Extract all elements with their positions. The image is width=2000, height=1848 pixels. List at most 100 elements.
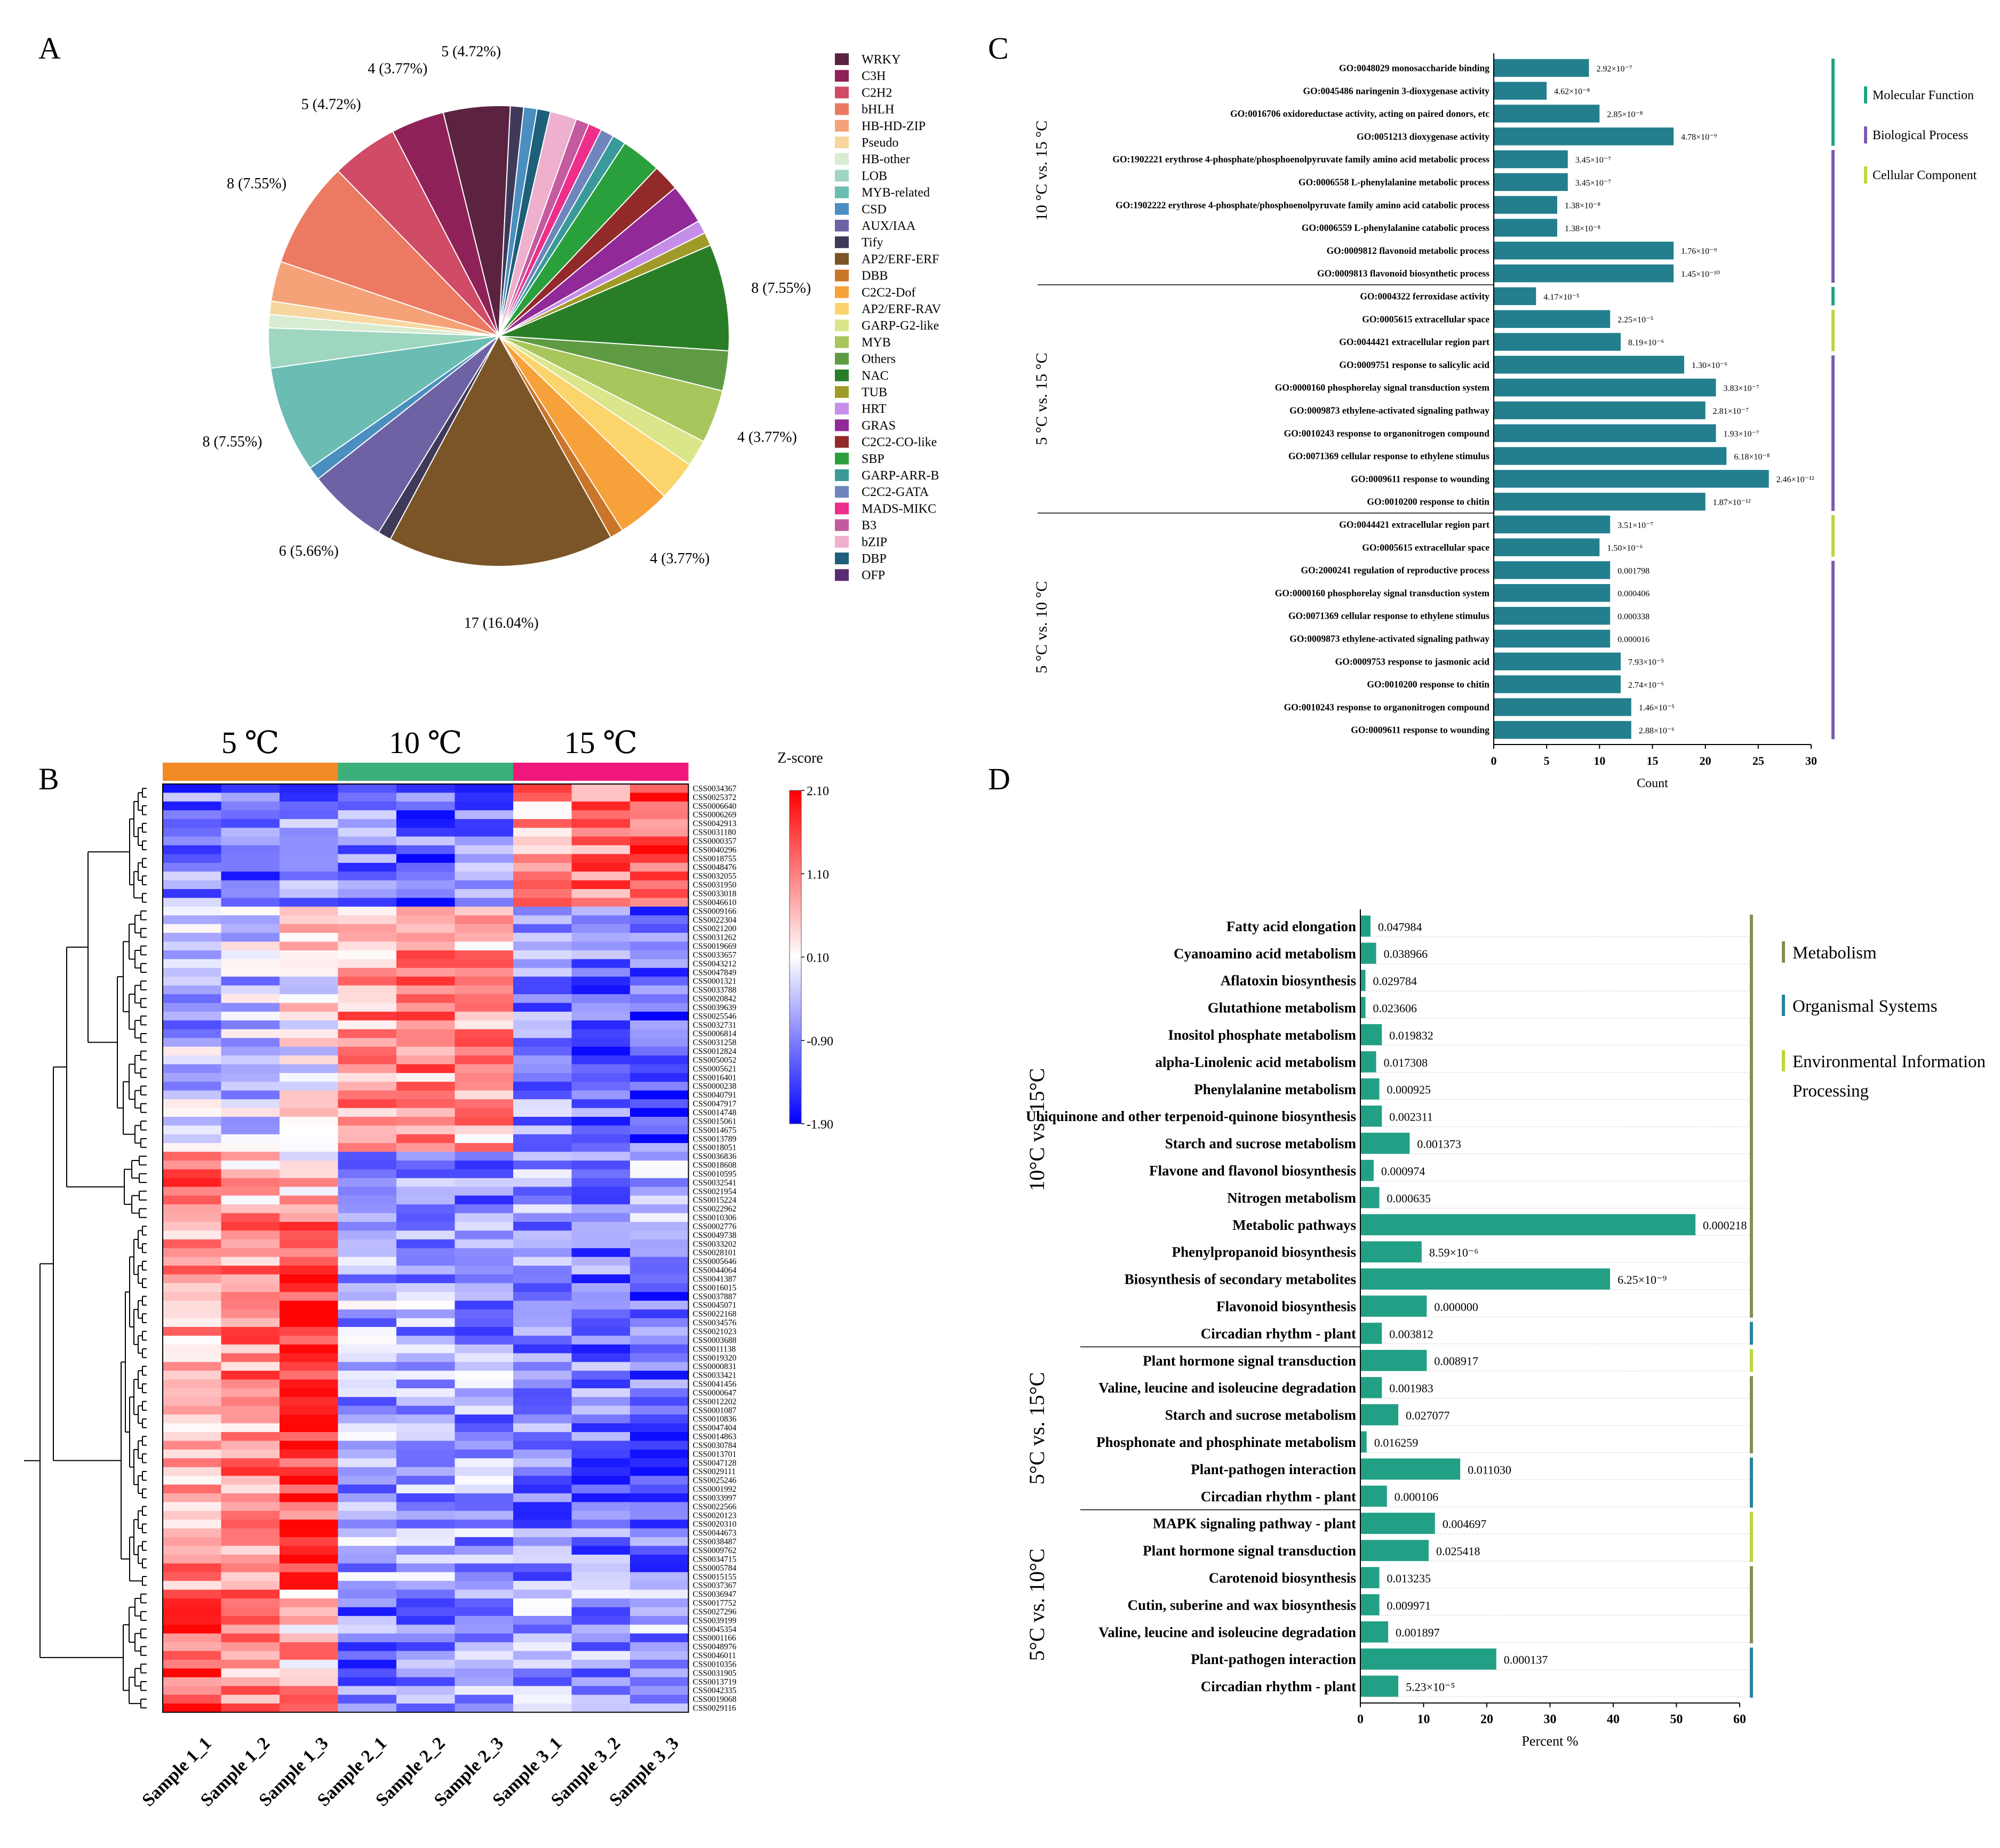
heatmap-cell	[221, 1458, 280, 1468]
bar-p-value: 4.78×10⁻⁹	[1681, 133, 1717, 142]
heatmap-cell	[396, 1668, 456, 1678]
legend-swatch	[835, 403, 849, 415]
heatmap-cell	[338, 915, 397, 925]
bar-p-value: 0.001798	[1617, 566, 1650, 575]
row-label: CSS0009762	[693, 1546, 737, 1555]
bar	[1494, 584, 1611, 602]
heatmap-cell	[338, 1090, 397, 1100]
heatmap-cell	[280, 1607, 339, 1617]
row-label: CSS0018608	[693, 1161, 737, 1170]
heatmap-cell	[338, 1703, 397, 1713]
heatmap-cell	[280, 1038, 339, 1047]
bar-label: GO:0005615 extracellular space	[1362, 542, 1489, 553]
x-tick-label: 5	[1544, 754, 1550, 767]
heatmap-cell	[163, 810, 222, 820]
heatmap-cell	[571, 1151, 631, 1161]
heatmap-cell	[455, 828, 514, 837]
heatmap-cell	[280, 1274, 339, 1284]
heatmap-cell	[571, 1327, 631, 1336]
row-label: CSS0006640	[693, 802, 737, 811]
heatmap-cell	[455, 1344, 514, 1354]
bar	[1360, 1377, 1382, 1398]
bar-label: GO:0000160 phosphorelay signal transduct…	[1275, 588, 1490, 598]
bar	[1360, 1051, 1376, 1073]
group-bar	[163, 763, 338, 781]
bar-p-value: 1.30×10⁻⁶	[1692, 361, 1727, 370]
heatmap-cell	[280, 1318, 339, 1327]
bar-p-value: 0.009971	[1387, 1599, 1431, 1612]
legend-swatch	[835, 119, 849, 132]
bar-p-value: 2.81×10⁻⁷	[1713, 407, 1749, 416]
heatmap-cell	[571, 828, 631, 837]
legend-swatch	[835, 70, 849, 82]
heatmap-cell	[163, 1449, 222, 1459]
heatmap-cell	[571, 1292, 631, 1301]
heatmap-cell	[163, 1020, 222, 1030]
heatmap-cell	[630, 1371, 689, 1380]
heatmap-cell	[280, 1187, 339, 1196]
row-label: CSS0010306	[693, 1213, 737, 1222]
bar-p-value: 3.51×10⁻⁷	[1617, 521, 1653, 530]
bar	[1494, 652, 1621, 670]
legend-label: Tify	[862, 236, 883, 250]
bar-label: GO:0009812 flavonoid metabolic process	[1327, 245, 1490, 256]
heatmap-cell	[396, 1108, 456, 1117]
pie-label: 4 (3.77%)	[368, 61, 427, 77]
heatmap-cell	[630, 933, 689, 942]
row-label: CSS0031258	[693, 1038, 737, 1047]
heatmap-cell	[630, 1099, 689, 1109]
legend-swatch	[835, 386, 849, 398]
heatmap-cell	[455, 784, 514, 793]
bar-label: GO:0009813 flavonoid biosynthetic proces…	[1317, 268, 1489, 279]
heatmap-cell	[630, 1230, 689, 1240]
legend-label: CSD	[862, 203, 887, 217]
heatmap-cell	[513, 1266, 572, 1275]
heatmap-cell	[455, 1502, 514, 1511]
heatmap-cell	[338, 1651, 397, 1660]
heatmap-cell	[338, 1011, 397, 1021]
heatmap-cell	[163, 1502, 222, 1511]
heatmap-cell	[513, 1292, 572, 1301]
pie-label: 8 (7.55%)	[751, 280, 811, 297]
bar-label: Starch and sucrose metabolism	[1165, 1135, 1357, 1151]
legend-label: NAC	[862, 369, 889, 383]
row-label: CSS0013701	[693, 1450, 737, 1459]
heatmap-cell	[396, 880, 456, 890]
heatmap-cell	[571, 1379, 631, 1389]
bar	[1360, 1132, 1410, 1154]
heatmap-cell	[571, 836, 631, 846]
heatmap-cell	[338, 1598, 397, 1608]
heatmap-cell	[571, 1020, 631, 1030]
heatmap-cell	[338, 1300, 397, 1310]
heatmap-cell	[513, 1441, 572, 1450]
heatmap-cell	[630, 1274, 689, 1284]
heatmap-cell	[513, 1414, 572, 1424]
heatmap-cell	[221, 1327, 280, 1336]
heatmap-cell	[455, 1143, 514, 1153]
heatmap-cell	[571, 950, 631, 959]
heatmap-cell	[396, 994, 456, 1004]
legend-label: Processing	[1792, 1082, 1869, 1101]
heatmap-cell	[280, 1239, 339, 1249]
heatmap-cell	[455, 1309, 514, 1319]
row-label: CSS0009166	[693, 907, 737, 916]
heatmap-cell	[280, 1257, 339, 1266]
row-label: CSS0001992	[693, 1485, 737, 1494]
heatmap-cell	[630, 1581, 689, 1590]
legend-label: HB-HD-ZIP	[862, 119, 926, 133]
bar	[1494, 515, 1611, 534]
heatmap-cell	[396, 915, 456, 925]
bar	[1494, 264, 1674, 283]
heatmap-cell	[163, 1441, 222, 1450]
heatmap-cell	[455, 1555, 514, 1564]
bar-label: GO:0016706 oxidoreductase activity, acti…	[1230, 108, 1489, 119]
heatmap-cell	[455, 1274, 514, 1284]
heatmap-cell	[396, 906, 456, 916]
row-label: CSS0038487	[693, 1538, 737, 1547]
heatmap-cell	[455, 1528, 514, 1538]
heatmap-cell	[455, 1178, 514, 1187]
bar-p-value: 0.038966	[1384, 947, 1428, 961]
heatmap-cell	[338, 1257, 397, 1266]
bar-p-value: 1.93×10⁻⁷	[1724, 430, 1759, 439]
x-tick-label: 20	[1700, 754, 1711, 767]
